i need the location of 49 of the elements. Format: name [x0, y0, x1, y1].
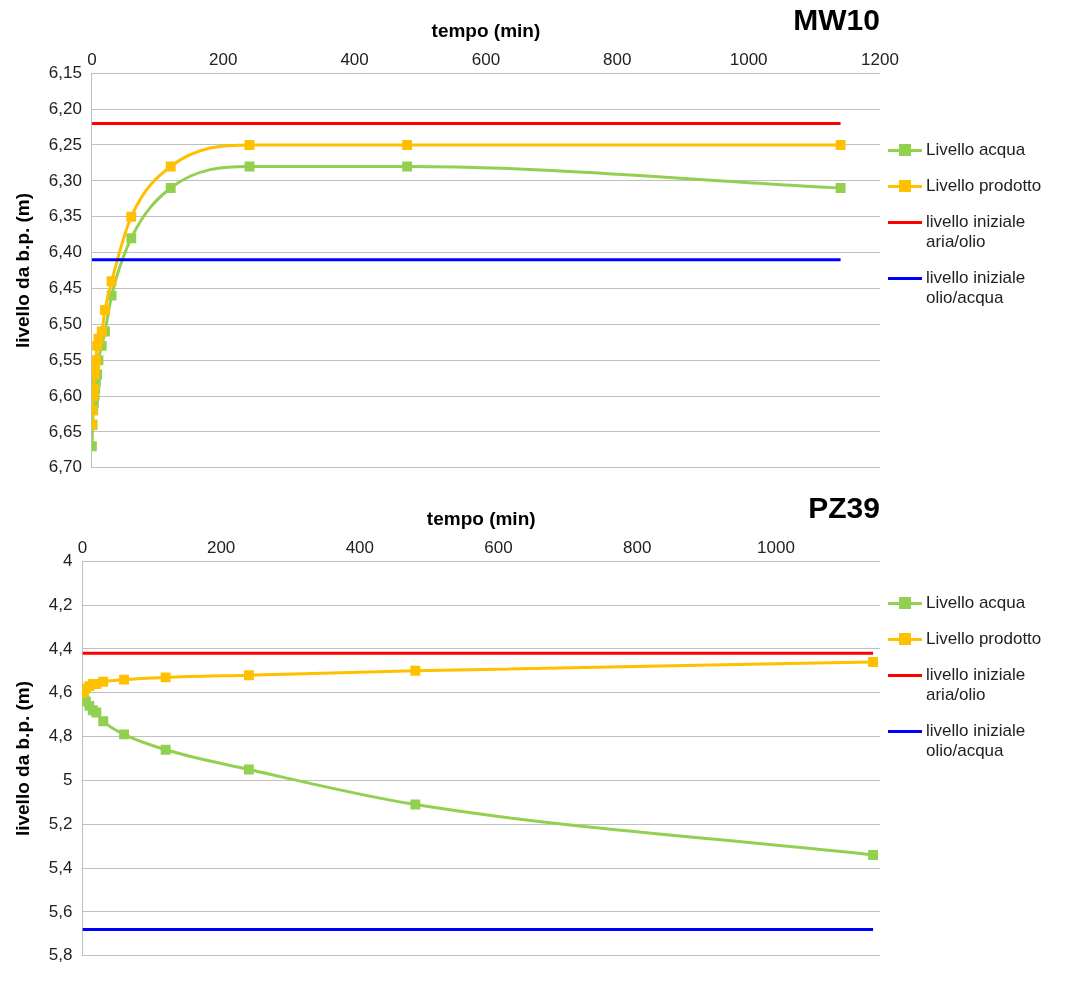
x-axis-title: tempo (min) [426, 507, 536, 529]
y-tick-label: 6,70 [48, 457, 82, 477]
x-tick-label: 400 [345, 537, 375, 557]
legend-label: livello iniziale aria/olio [926, 212, 1027, 252]
y-axis-title: livello da b.p. (m) [11, 192, 33, 349]
x-tick-label: 200 [209, 49, 238, 69]
y-tick-label: 5,2 [48, 813, 73, 833]
legend-label: livello iniziale olio/acqua [926, 268, 1027, 308]
x-tick-label: 400 [340, 49, 369, 69]
y-tick-label: 4,2 [48, 594, 73, 614]
x-axis-title: tempo (min) [431, 19, 541, 41]
legend-label: Livello acqua [926, 140, 1026, 160]
legend-label: Livello prodotto [926, 629, 1042, 649]
x-tick-label: 600 [484, 537, 513, 557]
x-tick-label: 0 [87, 49, 97, 69]
x-tick-label: 200 [206, 537, 236, 557]
y-tick-label: 4,4 [48, 638, 73, 658]
legend-label: Livello prodotto [926, 176, 1042, 196]
chart-title: PZ39 [808, 491, 880, 525]
y-tick-label: 6,60 [48, 385, 82, 405]
x-tick-label: 1200 [861, 49, 899, 69]
y-tick-label: 6,30 [48, 170, 82, 190]
legend-label: Livello acqua [926, 593, 1026, 613]
y-tick-label: 6,40 [48, 242, 82, 262]
legend-label: livello iniziale aria/olio [926, 665, 1027, 705]
x-tick-label: 800 [603, 49, 632, 69]
y-tick-label: 5,8 [48, 945, 73, 965]
x-tick-label: 800 [623, 537, 652, 557]
y-tick-label: 6,20 [48, 98, 82, 118]
y-axis-title: livello da b.p. (m) [11, 680, 33, 837]
x-tick-label: 0 [77, 537, 88, 557]
y-tick-label: 5 [62, 770, 73, 790]
y-tick-label: 6,15 [48, 62, 82, 82]
y-tick-label: 6,50 [48, 314, 82, 333]
x-tick-label: 600 [471, 49, 501, 69]
y-tick-label: 6,65 [48, 421, 82, 441]
y-tick-label: 6,35 [48, 206, 82, 226]
legend-label: livello iniziale olio/acqua [926, 721, 1027, 761]
y-tick-label: 6,55 [48, 349, 82, 369]
y-tick-label: 4,6 [48, 682, 73, 702]
x-tick-label: 1000 [757, 537, 795, 557]
y-tick-label: 5,6 [48, 901, 73, 921]
y-tick-label: 6,45 [48, 278, 82, 298]
chart-title: MW10 [793, 3, 880, 37]
y-tick-label: 4 [62, 550, 73, 570]
y-tick-label: 5,4 [48, 857, 73, 877]
x-tick-label: 1000 [729, 49, 768, 69]
y-tick-label: 6,25 [48, 134, 82, 154]
y-tick-label: 4,8 [48, 726, 73, 746]
